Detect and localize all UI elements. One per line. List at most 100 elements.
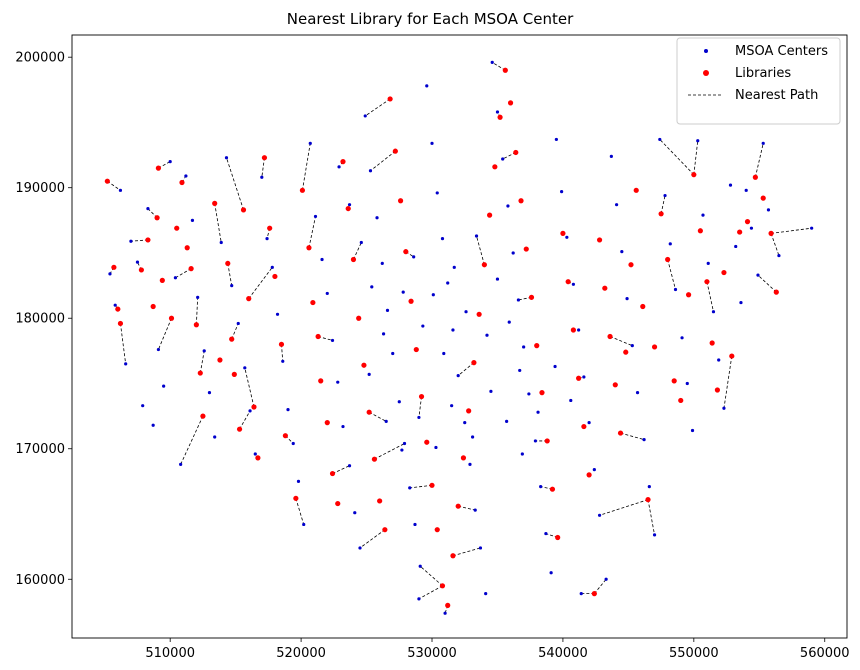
- msoa-center-point: [560, 190, 564, 194]
- nearest-path-line: [195, 297, 199, 325]
- library-point: [773, 289, 779, 295]
- nearest-path-line: [667, 259, 676, 290]
- msoa-center-point: [213, 435, 217, 439]
- library-point: [586, 472, 592, 478]
- msoa-center-point: [381, 332, 386, 336]
- nearest-path-line: [647, 499, 655, 535]
- msoa-center-point: [744, 188, 748, 192]
- msoa-center-point: [353, 511, 357, 515]
- msoa-center-point: [330, 338, 335, 343]
- msoa-center-point: [270, 265, 274, 269]
- nearest-path-line: [308, 216, 316, 248]
- msoa-center-point: [385, 308, 390, 312]
- library-point: [397, 198, 404, 204]
- msoa-center-point: [810, 226, 814, 230]
- msoa-center-point: [470, 435, 475, 439]
- library-point: [229, 336, 235, 342]
- msoa-center-point: [402, 441, 407, 446]
- msoa-center-point: [368, 169, 373, 173]
- msoa-center-point: [582, 375, 586, 379]
- nearest-path-line: [231, 323, 239, 340]
- library-point: [335, 500, 341, 507]
- library-point: [366, 409, 372, 415]
- y-tick-label: 200000: [15, 51, 65, 66]
- msoa-center-point: [658, 137, 662, 142]
- msoa-center-point: [604, 577, 608, 581]
- msoa-center-point: [413, 522, 417, 527]
- msoa-center-point: [652, 533, 657, 537]
- library-point: [179, 179, 185, 186]
- msoa-center-point: [533, 439, 538, 443]
- msoa-center-point: [375, 216, 379, 220]
- nearest-path-line: [409, 484, 433, 489]
- library-point: [111, 264, 117, 270]
- msoa-center-point: [706, 261, 710, 266]
- nearest-path-line: [239, 410, 251, 430]
- msoa-center-point: [647, 484, 651, 489]
- y-tick-label: 160000: [15, 573, 65, 588]
- msoa-center-point: [184, 174, 188, 178]
- msoa-center-point: [520, 452, 524, 456]
- library-point: [413, 346, 419, 353]
- nearest-path-line: [120, 323, 127, 364]
- msoa-center-point: [412, 255, 416, 259]
- library-point: [310, 299, 316, 306]
- plot-frame: [71, 34, 848, 639]
- msoa-center-point: [495, 277, 500, 281]
- msoa-center-point: [341, 424, 345, 429]
- library-point: [721, 269, 727, 276]
- library-point: [714, 387, 720, 393]
- msoa-center-point: [430, 141, 434, 145]
- nearest-path-line: [248, 267, 273, 299]
- msoa-center-point: [313, 214, 318, 219]
- x-tick-label: 540000: [538, 646, 588, 661]
- library-point: [612, 382, 618, 388]
- library-point: [193, 322, 199, 328]
- msoa-center-point: [609, 154, 613, 158]
- library-point: [361, 362, 367, 368]
- msoa-center-point: [219, 240, 223, 245]
- msoa-center-point: [468, 462, 472, 467]
- msoa-center-point: [417, 415, 421, 420]
- library-point: [497, 114, 503, 120]
- library-point: [581, 423, 587, 430]
- msoa-center-point: [425, 84, 429, 88]
- library-point: [197, 370, 203, 376]
- library-point: [445, 602, 451, 608]
- msoa-center-point: [579, 592, 583, 596]
- msoa-center-point: [146, 206, 150, 211]
- nearest-path-line: [353, 242, 362, 260]
- msoa-center-point: [565, 235, 569, 239]
- msoa-center-point: [464, 310, 468, 314]
- nearest-path-line: [302, 143, 311, 191]
- library-point: [744, 219, 751, 225]
- library-point: [523, 246, 529, 252]
- library-point: [174, 225, 180, 231]
- nearest-path-line: [771, 227, 812, 234]
- msoa-center-point: [370, 285, 374, 289]
- library-point: [278, 341, 285, 347]
- library-point: [324, 420, 330, 426]
- library-point: [439, 583, 446, 589]
- msoa-center-point: [260, 175, 264, 179]
- library-point: [145, 237, 151, 243]
- msoa-center-point: [196, 295, 200, 299]
- msoa-center-point: [630, 344, 634, 348]
- library-point: [528, 294, 535, 300]
- x-tick-label: 520000: [276, 646, 326, 661]
- msoa-center-point: [325, 291, 329, 296]
- library-point: [306, 245, 312, 251]
- msoa-center-point: [151, 423, 155, 427]
- library-point: [418, 393, 425, 400]
- msoa-center-point: [505, 419, 509, 423]
- msoa-center-point: [190, 218, 195, 222]
- msoa-center-point: [717, 358, 721, 362]
- library-point: [560, 230, 566, 236]
- x-tick-label: 550000: [669, 646, 719, 661]
- x-tick-label: 530000: [407, 646, 457, 661]
- msoa-center-point: [347, 464, 352, 468]
- msoa-center-point: [450, 404, 454, 408]
- library-point: [513, 149, 519, 156]
- msoa-center-point: [230, 283, 234, 288]
- library-point: [371, 456, 378, 462]
